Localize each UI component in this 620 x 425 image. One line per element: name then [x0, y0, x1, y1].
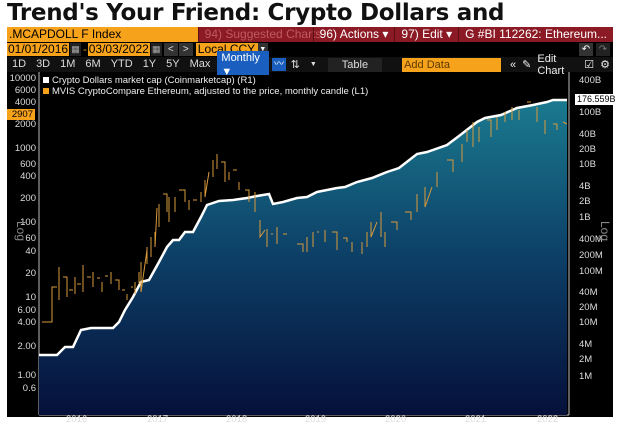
pencil-icon[interactable]: ✎: [522, 59, 532, 71]
left-axis-tick: 10: [25, 292, 36, 303]
period-5y[interactable]: 5Y: [166, 58, 180, 70]
left-axis-tick: 100: [20, 217, 36, 228]
left-axis-tick: 1000: [14, 143, 36, 154]
chart-id-label: G #BI 112262: Ethereum...: [458, 27, 613, 42]
legend-swatch: [43, 88, 49, 95]
left-axis-tick: 60: [25, 233, 36, 244]
frequency-select[interactable]: Monthly ▼: [217, 50, 270, 79]
legend-item-ethereum[interactable]: MVIS CryptoCompare Ethereum, adjusted to…: [43, 86, 368, 97]
prev-period-button[interactable]: <: [163, 43, 178, 56]
left-axis-tick: 200: [20, 193, 36, 204]
left-axis-tick: 6000: [14, 85, 36, 96]
right-axis-tick: 4B: [579, 181, 591, 192]
left-axis-tick: 4.00: [17, 317, 37, 328]
period-max[interactable]: Max: [189, 58, 211, 70]
period-1m[interactable]: 1M: [60, 58, 76, 70]
left-axis-tick: 10000: [9, 73, 36, 84]
right-axis-scale-label: Log: [598, 220, 613, 242]
right-last-value-badge: 176.559B: [575, 94, 618, 105]
annotate-icon[interactable]: ☑: [584, 59, 595, 71]
legend-swatch: [43, 77, 49, 84]
right-axis-tick: 1M: [579, 371, 593, 382]
left-axis-tick: 2.00: [17, 341, 37, 352]
left-axis-tick: 20: [25, 268, 36, 279]
right-axis-tick: 40M: [579, 287, 598, 298]
right-axis-tick: 400B: [579, 75, 602, 86]
redo-icon[interactable]: ↷: [596, 43, 610, 56]
edit-chart-button[interactable]: Edit Chart: [537, 52, 565, 77]
left-axis-scale-label: Log: [14, 220, 29, 242]
ticker-field[interactable]: .MCAPDOLL F Index: [7, 27, 198, 42]
chevron-down-icon[interactable]: ▼: [257, 43, 268, 56]
left-axis-tick: 600: [20, 159, 36, 170]
right-axis-tick: 2B: [579, 196, 591, 207]
end-date-field[interactable]: 03/03/2022: [87, 42, 150, 56]
right-axis-tick: 4M: [579, 339, 593, 350]
left-axis-tick: 2000: [14, 119, 36, 130]
left-axis-tick: 1.00: [17, 370, 37, 381]
period-6m[interactable]: 6M: [85, 58, 101, 70]
add-data-input[interactable]: Add Data: [402, 57, 502, 72]
chart-plot: [38, 72, 570, 416]
period-ytd[interactable]: YTD: [110, 58, 133, 70]
date-range-bar: 01/01/2016 ▦ - 03/03/2022 ▦ < > Local CC…: [7, 42, 613, 57]
gear-icon[interactable]: ⚙: [600, 59, 610, 71]
calendar-icon[interactable]: ▦: [70, 43, 82, 56]
calendar-icon[interactable]: ▦: [150, 43, 162, 56]
period-1y[interactable]: 1Y: [142, 58, 157, 70]
chart-legend: Crypto Dollars market cap (Coinmarketcap…: [43, 75, 369, 97]
next-period-button[interactable]: >: [178, 43, 193, 56]
right-axis-tick: 20B: [579, 144, 596, 155]
right-axis-tick: 100B: [579, 107, 602, 118]
bloomberg-terminal: .MCAPDOLL F Index 94) Suggested Charts 9…: [7, 27, 618, 425]
left-axis-tick: 6.00: [17, 305, 37, 316]
table-button[interactable]: Table: [327, 57, 383, 72]
left-last-value-badge: 2907: [7, 109, 35, 120]
right-axis-tick: 20M: [579, 302, 598, 313]
date-separator: -: [83, 43, 87, 56]
left-axis-tick: 0.6: [22, 383, 36, 394]
line-chart-icon[interactable]: 〰: [272, 58, 286, 71]
right-axis-tick: 1B: [579, 212, 591, 223]
undo-icon[interactable]: ↶: [579, 43, 593, 56]
right-axis-tick: 10B: [579, 159, 596, 170]
left-axis-tick: 4000: [14, 97, 36, 108]
chart-toolbar: 1D 3D 1M 6M YTD 1Y 5Y Max Monthly ▼ 〰 ⇅ …: [7, 50, 613, 79]
left-axis-tick: 400: [20, 171, 36, 182]
chart-area: Crypto Dollars market cap (Coinmarketcap…: [7, 72, 618, 417]
right-axis-tick: 200M: [579, 250, 603, 261]
period-3d[interactable]: 3D: [36, 58, 51, 70]
start-date-field[interactable]: 01/01/2016: [7, 42, 70, 56]
command-bar: .MCAPDOLL F Index 94) Suggested Charts 9…: [7, 27, 613, 42]
actions-menu[interactable]: 96) Actions ▾: [312, 27, 395, 42]
left-axis-tick: 40: [25, 246, 36, 257]
edit-menu[interactable]: 97) Edit ▾: [394, 27, 458, 42]
right-axis-tick: 2M: [579, 354, 593, 365]
right-axis-tick: 40B: [579, 129, 596, 140]
sort-icon[interactable]: ⇅: [290, 59, 300, 71]
suggested-charts-button[interactable]: 94) Suggested Charts: [197, 27, 321, 42]
right-axis-tick: 100M: [579, 266, 603, 277]
right-axis-tick: 400M: [579, 234, 603, 245]
right-axis-tick: 10M: [579, 317, 598, 328]
chevron-down-icon[interactable]: ▼: [309, 61, 317, 68]
period-1d[interactable]: 1D: [12, 58, 27, 70]
collapse-icon[interactable]: «: [510, 58, 517, 71]
legend-item-market-cap[interactable]: Crypto Dollars market cap (Coinmarketcap…: [43, 75, 368, 86]
